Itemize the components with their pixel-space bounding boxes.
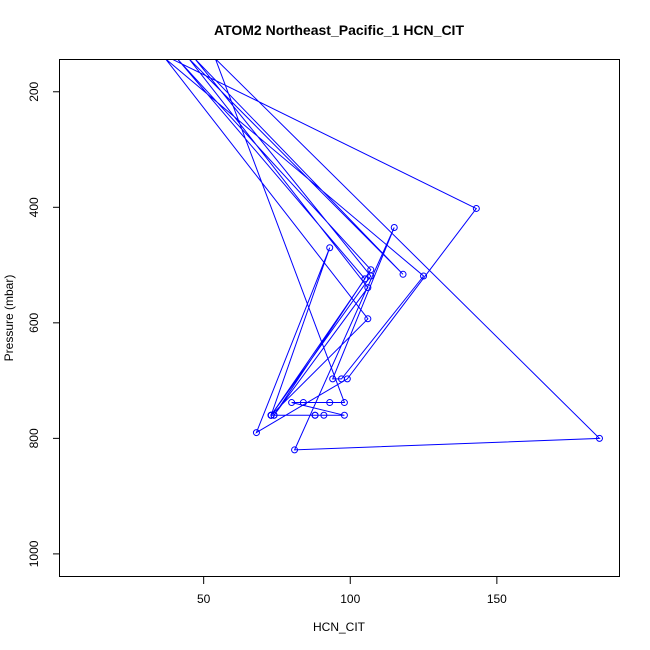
- data-point: [340, 399, 348, 407]
- data-point: [364, 284, 372, 292]
- data-point: [420, 272, 428, 280]
- data-point: [291, 446, 299, 454]
- data-point: [267, 411, 275, 419]
- data-point: [367, 266, 375, 274]
- y-tick-label: 400: [27, 197, 41, 217]
- y-tick-label: 600: [27, 313, 41, 333]
- data-point: [399, 270, 407, 278]
- data-point: [320, 411, 328, 419]
- data-point: [337, 375, 345, 383]
- series-line: [165, 60, 601, 451]
- data-point: [472, 204, 480, 212]
- y-axis-label: Pressure (mbar): [2, 275, 16, 362]
- data-point: [270, 411, 278, 419]
- x-axis: 50 100 150: [197, 577, 507, 606]
- x-tick-label: 150: [487, 592, 507, 606]
- data-point: [329, 375, 337, 383]
- x-tick-label: 100: [340, 592, 360, 606]
- data-point: [364, 315, 372, 323]
- data-point: [299, 399, 307, 407]
- data-point: [311, 411, 319, 419]
- plot-frame: [59, 59, 620, 577]
- x-tick-label: 50: [197, 592, 211, 606]
- data-point: [326, 244, 334, 252]
- y-axis: 200 400 600 800 1000: [27, 81, 60, 567]
- y-tick-label: 200: [27, 81, 41, 101]
- x-axis-label: HCN_CIT: [313, 620, 366, 634]
- data-point: [252, 429, 260, 437]
- y-tick-label: 1000: [27, 540, 41, 567]
- data-point: [326, 399, 334, 407]
- plot-area: [165, 60, 603, 454]
- data-point: [595, 434, 603, 442]
- data-point: [361, 275, 369, 283]
- data-point: [340, 411, 348, 419]
- data-point: [288, 399, 296, 407]
- data-point: [390, 224, 398, 232]
- y-tick-label: 800: [27, 428, 41, 448]
- chart-title: ATOM2 Northeast_Pacific_1 HCN_CIT: [214, 22, 464, 38]
